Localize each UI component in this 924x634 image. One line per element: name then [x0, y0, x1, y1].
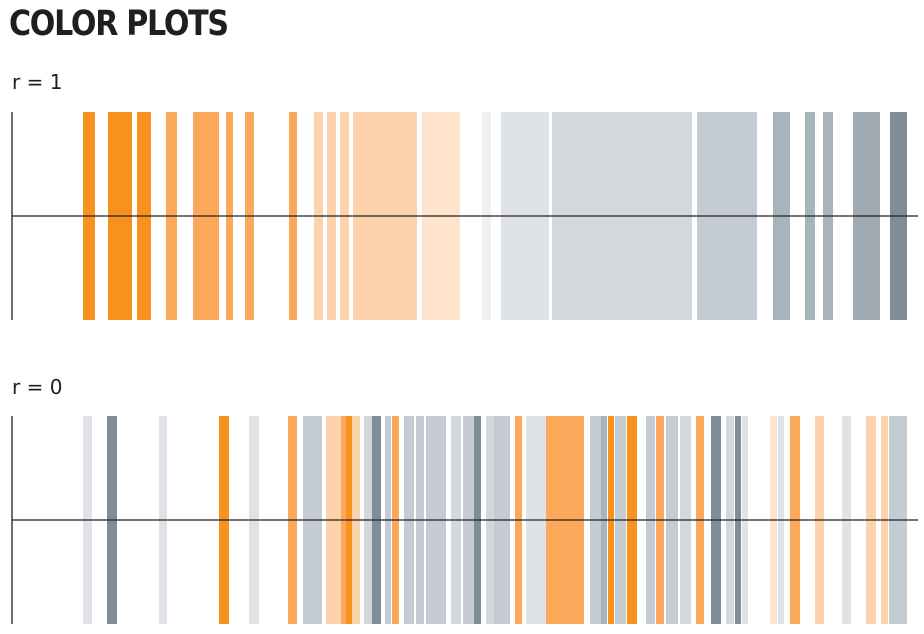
stripe-plot-r0 — [11, 416, 918, 624]
chart-title: COLOR PLOTS — [9, 4, 229, 44]
stripe-plot-r1 — [11, 112, 918, 320]
panel-label-r1: r = 1 — [12, 70, 63, 94]
panel-label-r0: r = 0 — [12, 375, 63, 399]
